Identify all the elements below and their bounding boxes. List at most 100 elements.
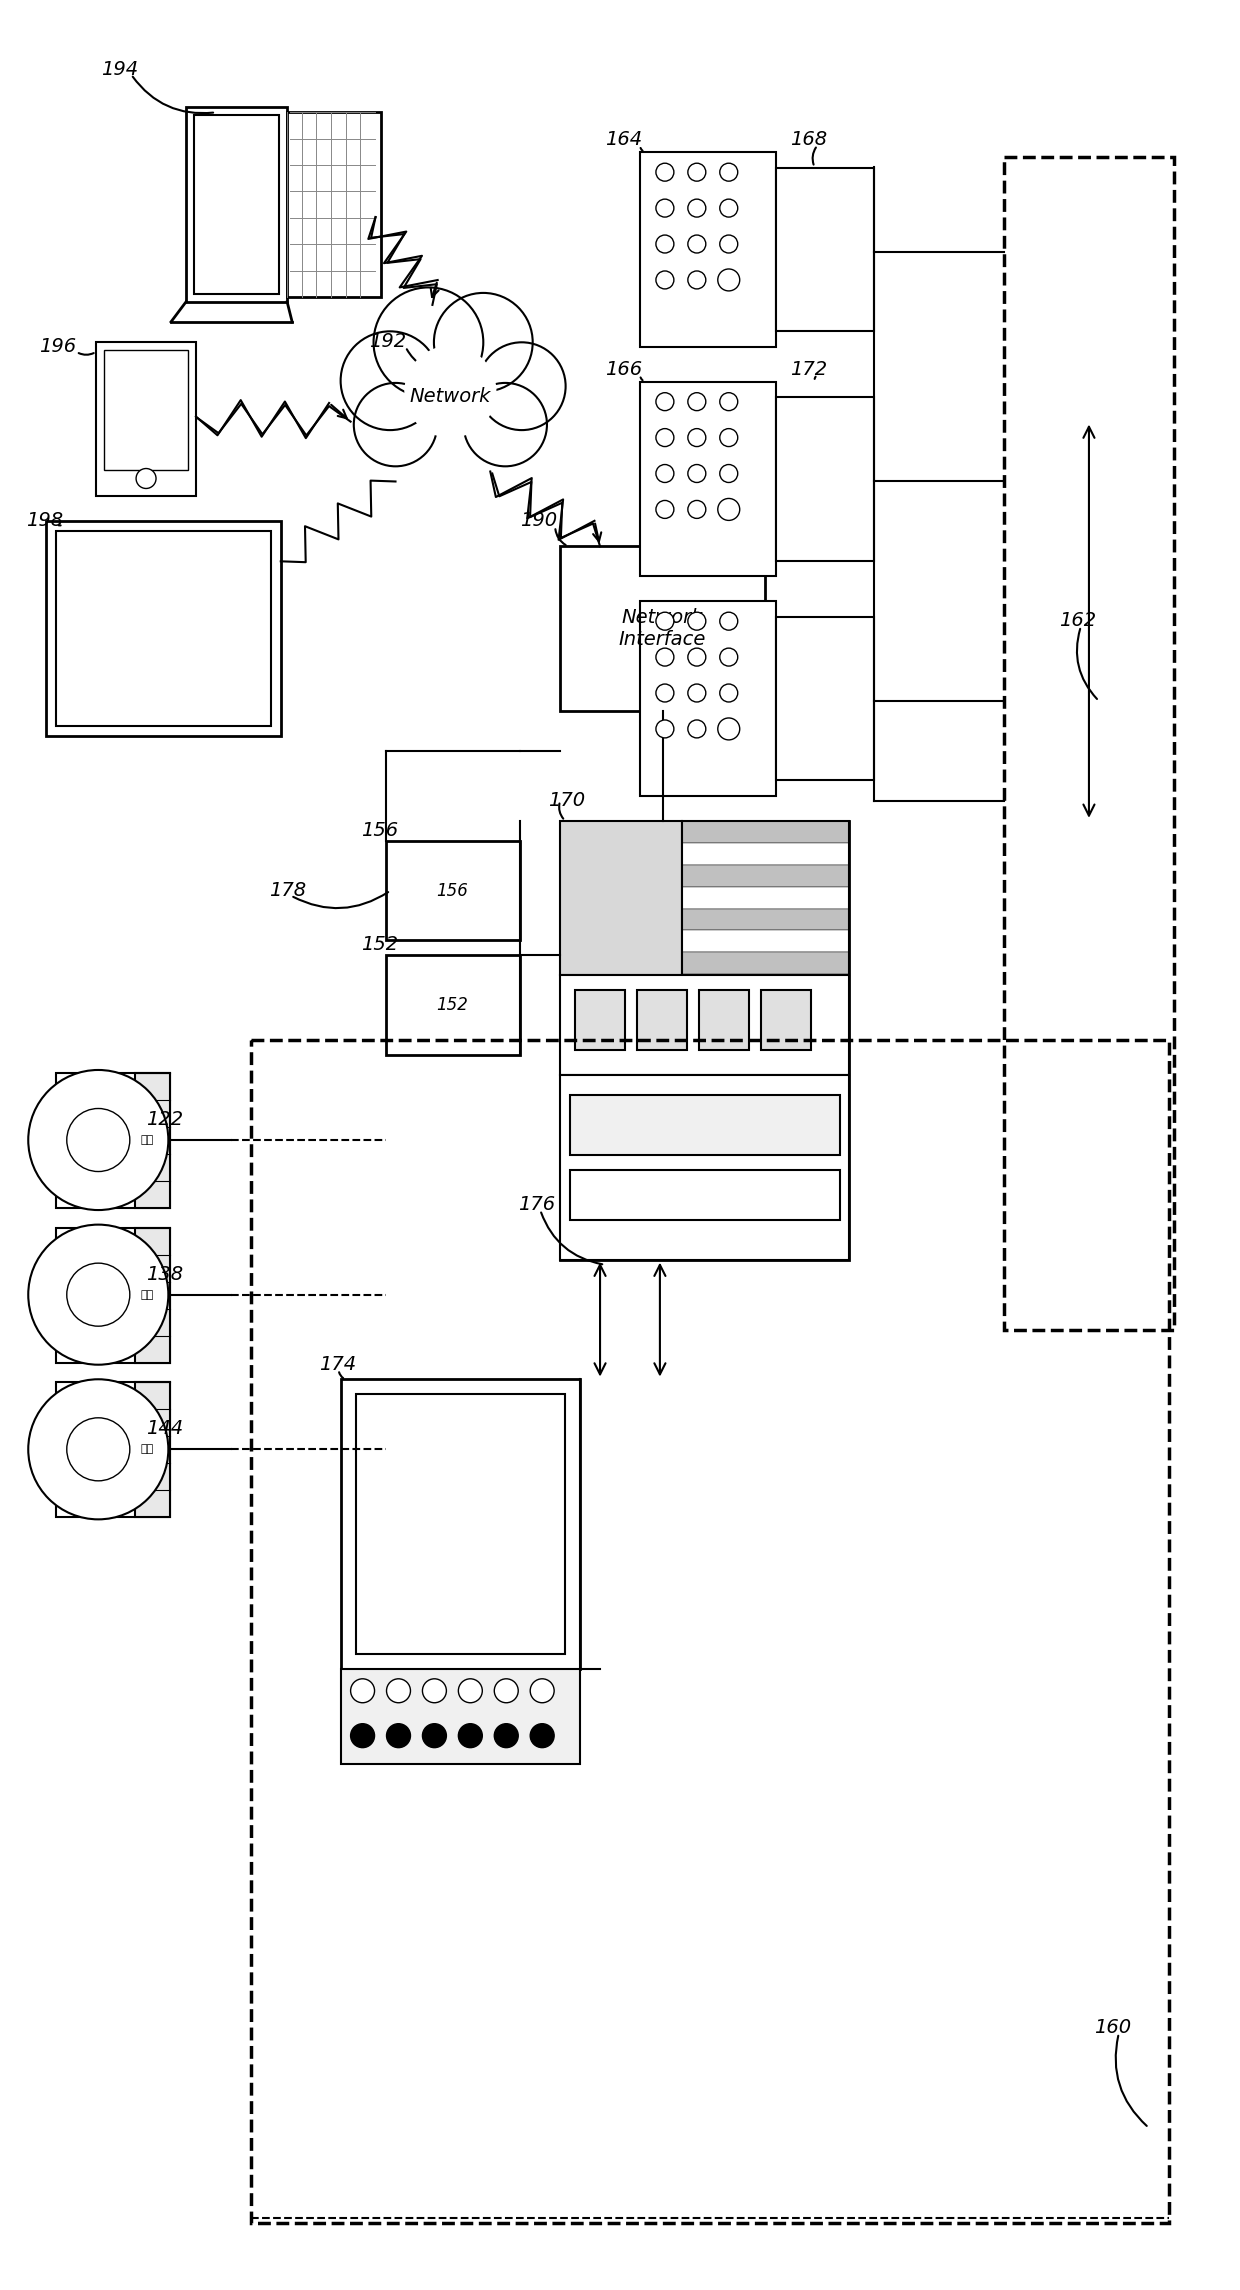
Circle shape [29,1225,169,1365]
Bar [776,396,874,561]
Bar [699,989,749,1051]
Bar [386,840,521,941]
Circle shape [656,199,673,218]
Text: 172: 172 [790,360,827,378]
Text: 170: 170 [548,790,585,811]
Circle shape [459,1724,482,1747]
Bar [56,1227,170,1363]
Bar [135,1074,170,1207]
Circle shape [719,236,738,252]
Text: 目目: 目目 [140,1445,154,1454]
Bar [341,1379,580,1669]
Circle shape [719,163,738,181]
Bar [341,1669,580,1763]
Bar [56,1074,170,1207]
Text: 168: 168 [790,131,827,149]
Text: 144: 144 [146,1420,184,1438]
Text: 176: 176 [518,1195,556,1214]
Circle shape [688,199,706,218]
Circle shape [495,1724,518,1747]
Bar [1004,158,1174,1330]
Circle shape [719,199,738,218]
Bar [560,976,849,1076]
Text: 162: 162 [1059,611,1096,630]
Circle shape [67,1264,130,1326]
Bar [570,1170,839,1221]
Circle shape [688,502,706,518]
Bar [682,909,849,930]
Circle shape [688,428,706,447]
Circle shape [719,611,738,630]
Circle shape [656,270,673,289]
Circle shape [351,1724,374,1747]
Text: 目目: 目目 [140,1289,154,1301]
Bar [682,820,849,843]
Bar [250,1040,1169,2224]
Text: 196: 196 [40,337,77,355]
Text: 192: 192 [368,332,405,350]
Circle shape [387,1679,410,1704]
Circle shape [353,382,438,467]
Circle shape [688,465,706,483]
Circle shape [688,685,706,703]
Circle shape [688,163,706,181]
Circle shape [434,293,533,392]
Text: 156: 156 [436,882,469,900]
Circle shape [688,392,706,410]
Text: 152: 152 [436,996,469,1014]
Circle shape [718,499,740,520]
Bar [640,602,776,797]
Circle shape [656,648,673,666]
Bar [776,616,874,781]
Circle shape [688,719,706,737]
Circle shape [656,236,673,252]
Bar [682,930,849,953]
Bar [56,531,270,726]
Bar [56,1383,170,1518]
Bar [776,167,874,332]
Text: 138: 138 [146,1264,184,1285]
Bar [682,843,849,866]
Bar [135,1227,170,1363]
Text: 194: 194 [102,60,139,80]
Circle shape [136,469,156,488]
Bar [682,866,849,886]
Bar [682,953,849,973]
Circle shape [656,685,673,703]
Circle shape [341,332,439,431]
Text: 目目: 目目 [140,1136,154,1145]
Bar [682,820,849,976]
Circle shape [387,1724,410,1747]
Circle shape [351,1679,374,1704]
Bar [637,989,687,1051]
Circle shape [464,382,547,467]
Bar [193,114,279,293]
Circle shape [404,346,496,437]
Text: 178: 178 [269,882,306,900]
Bar [682,886,849,909]
Bar [560,820,849,1260]
Circle shape [719,648,738,666]
Bar [386,955,521,1056]
Bar [104,350,188,469]
Circle shape [719,685,738,703]
Circle shape [656,163,673,181]
Circle shape [531,1679,554,1704]
Text: 152: 152 [361,937,398,955]
Circle shape [67,1108,130,1172]
Text: Network: Network [409,387,491,405]
Circle shape [719,428,738,447]
Bar [560,1076,849,1260]
Circle shape [688,236,706,252]
Circle shape [423,1679,446,1704]
Bar [186,108,288,302]
Circle shape [29,1379,169,1518]
Circle shape [719,465,738,483]
Circle shape [67,1418,130,1482]
Circle shape [495,1679,518,1704]
Bar [97,341,196,497]
Circle shape [656,611,673,630]
Circle shape [656,502,673,518]
Circle shape [373,289,484,396]
Bar [288,112,381,298]
